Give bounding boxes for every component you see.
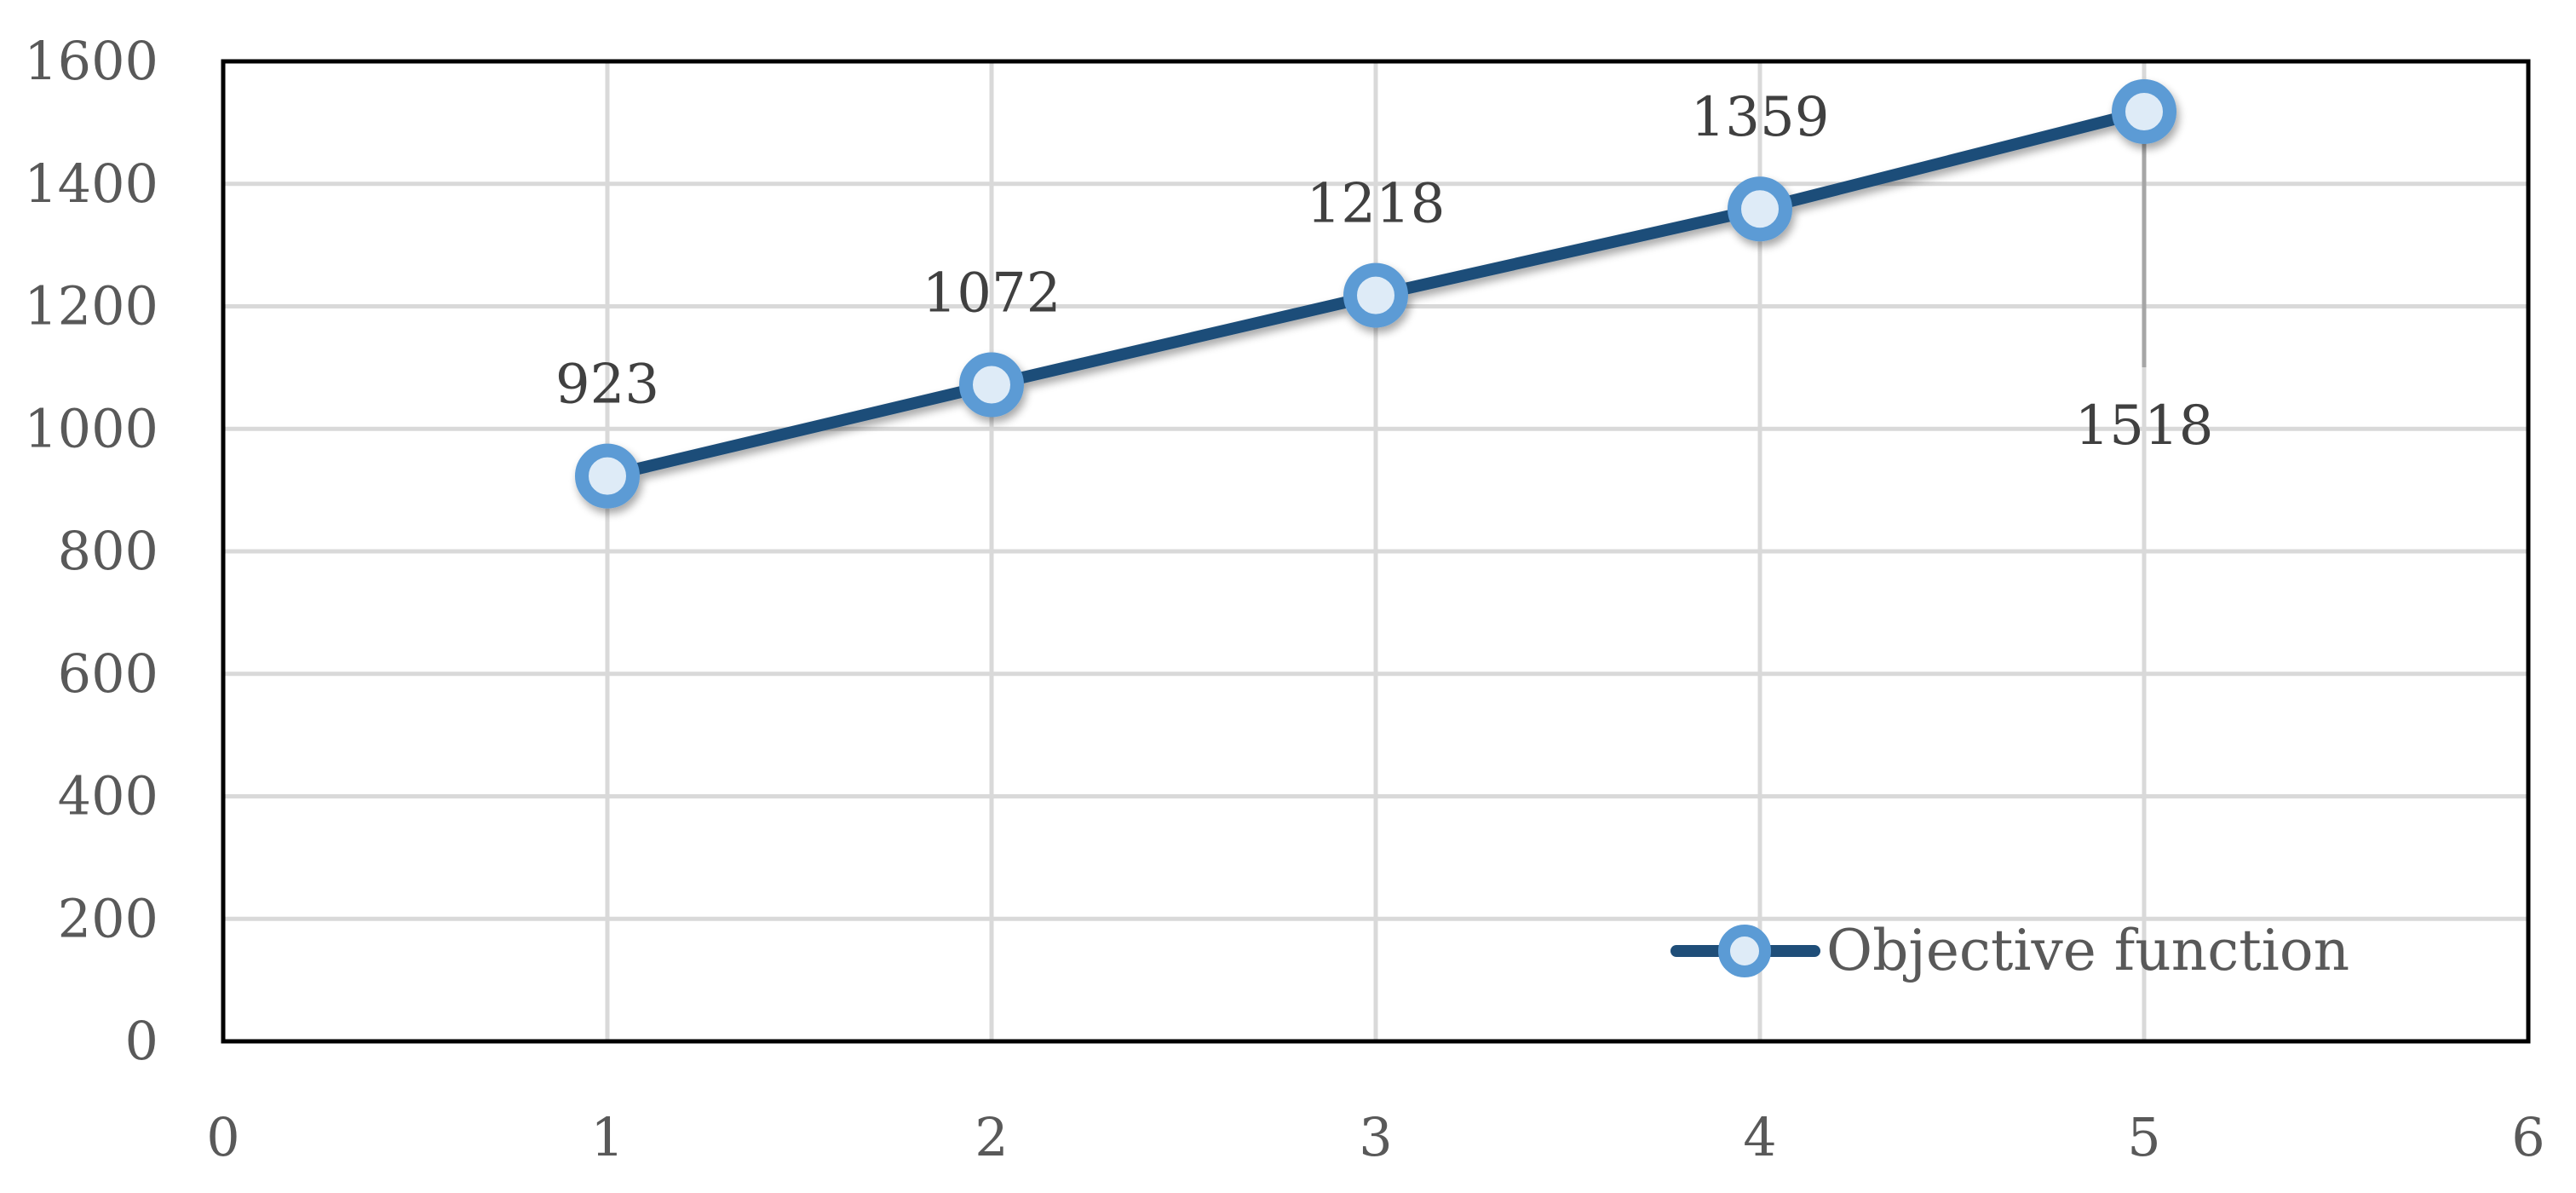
legend-marker-swatch — [1718, 925, 1771, 977]
x-tick-label: 1 — [590, 1106, 624, 1168]
y-tick-label: 1600 — [24, 30, 158, 92]
y-tick-label: 800 — [58, 520, 158, 582]
data-point — [1728, 176, 1792, 242]
data-labels: 923 1072 1218 1359 1518 — [555, 86, 2214, 458]
data-label: 1359 — [1691, 86, 1830, 149]
data-label: 923 — [555, 354, 659, 417]
x-tick-label: 5 — [2127, 1106, 2160, 1168]
x-tick-label: 0 — [206, 1106, 239, 1168]
x-tick-label: 2 — [975, 1106, 1008, 1168]
data-label: 1518 — [2075, 395, 2214, 458]
legend: Objective function — [1670, 918, 2349, 983]
x-tick-label: 3 — [1359, 1106, 1392, 1168]
data-label: 1218 — [1307, 173, 1446, 236]
y-tick-label: 600 — [58, 643, 158, 705]
plot-area-border — [221, 59, 2531, 1044]
data-label: 1072 — [923, 262, 1061, 326]
x-axis-tick-labels: 0 1 2 3 4 5 6 — [206, 1106, 2544, 1168]
data-point — [1343, 262, 1408, 328]
y-tick-label: 200 — [58, 887, 158, 949]
y-tick-label: 1200 — [24, 275, 158, 337]
y-tick-label: 400 — [58, 765, 158, 827]
series-objective-function — [575, 78, 2176, 509]
legend-label: Objective function — [1826, 918, 2349, 983]
y-tick-label: 1400 — [24, 153, 158, 215]
y-tick-label: 1000 — [24, 397, 158, 459]
x-tick-label: 4 — [1743, 1106, 1776, 1168]
x-tick-label: 6 — [2511, 1106, 2544, 1168]
data-point — [959, 352, 1024, 418]
y-tick-label: 0 — [125, 1010, 158, 1072]
y-axis-tick-labels: 0 200 400 600 800 1000 1200 1400 1600 — [24, 30, 158, 1072]
data-point — [2112, 78, 2176, 144]
data-point — [575, 443, 640, 509]
